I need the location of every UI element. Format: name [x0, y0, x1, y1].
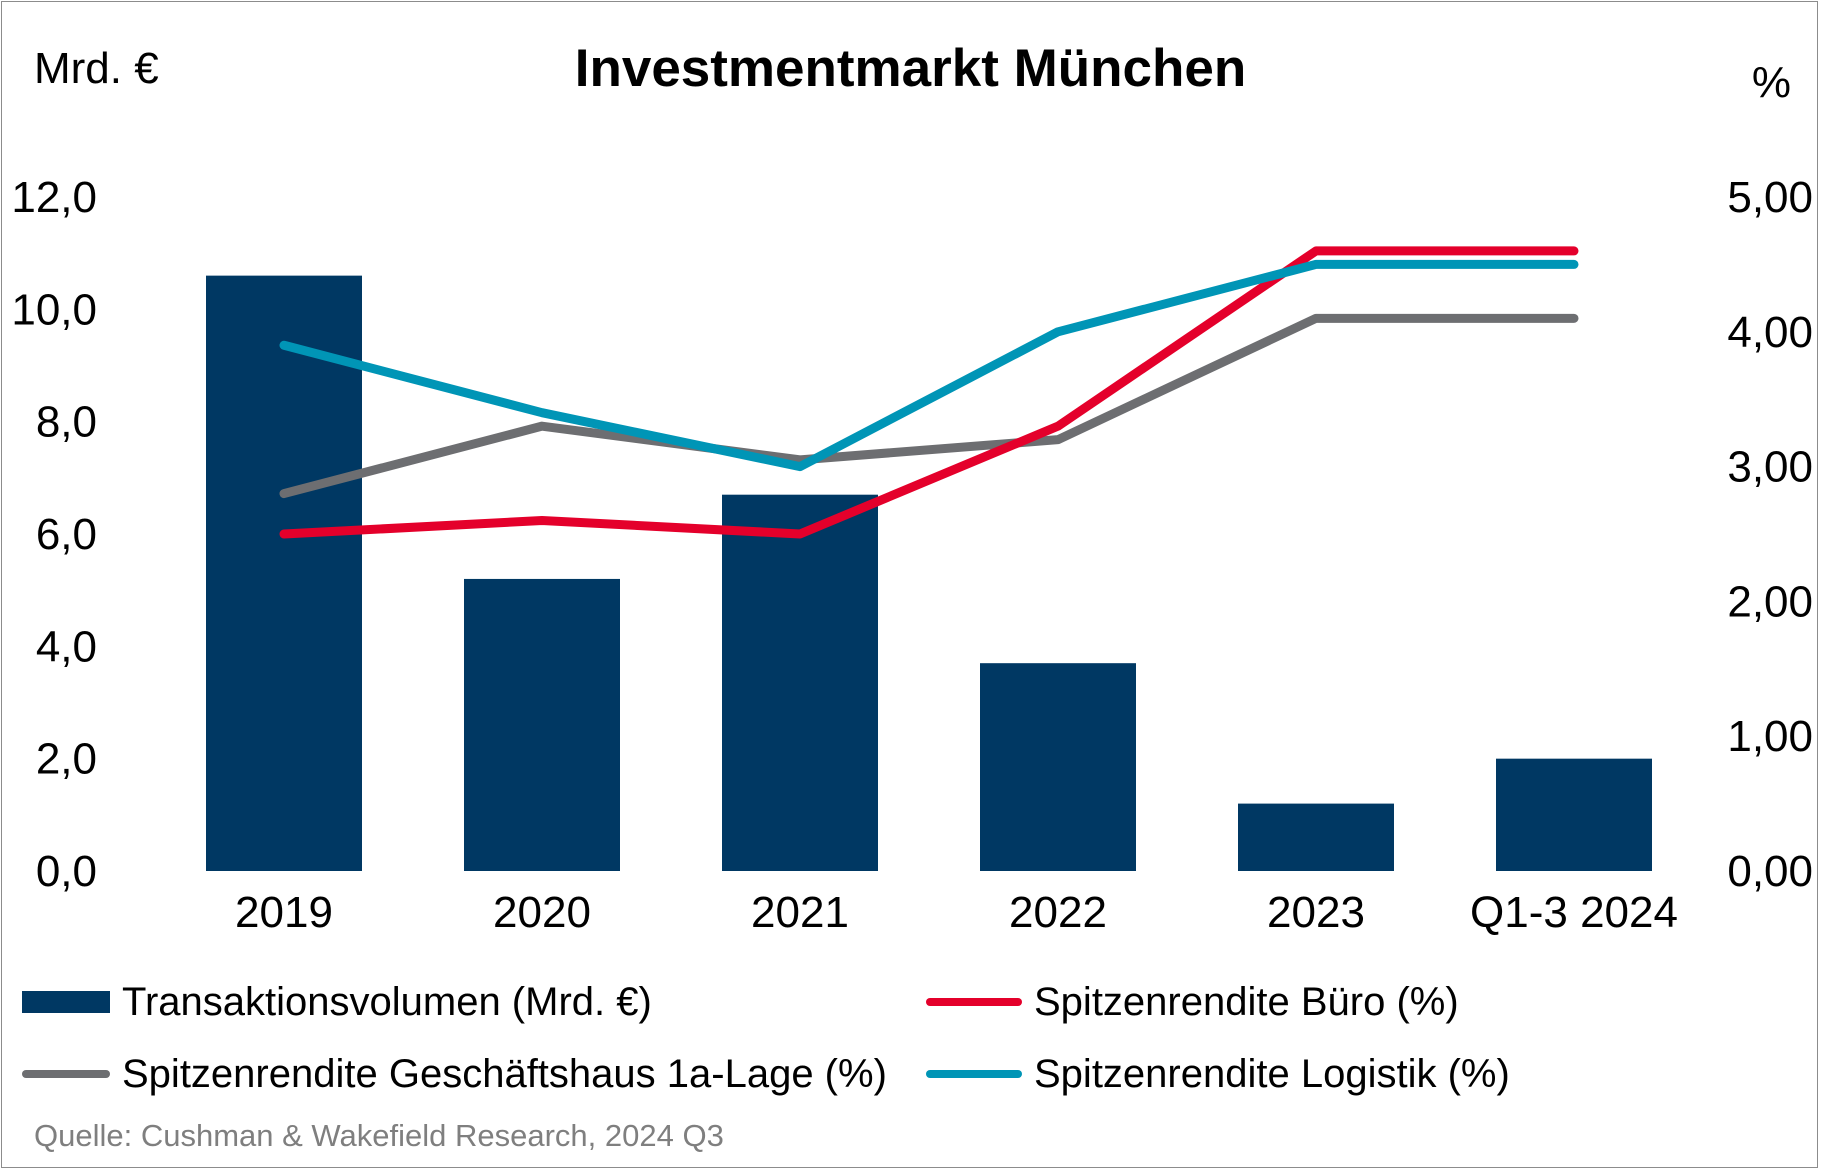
legend-label-office: Spitzenrendite Büro (%)	[1034, 979, 1459, 1024]
source-note: Quelle: Cushman & Wakefield Research, 20…	[34, 1118, 724, 1153]
legend-item-office: Spitzenrendite Büro (%)	[926, 978, 1459, 1025]
x-axis-category-label: 2020	[493, 888, 591, 937]
right-axis-tick-label: 5,00	[1727, 173, 1813, 222]
bar-volume-2022	[980, 663, 1136, 871]
right-axis-unit: %	[1751, 58, 1791, 107]
line-retail	[279, 313, 1579, 499]
left-axis-tick-label: 10,0	[11, 285, 97, 334]
right-axis-tick-label: 0,00	[1727, 847, 1813, 896]
x-axis-category-label: 2021	[751, 888, 849, 937]
legend-label-retail: Spitzenrendite Geschäftshaus 1a-Lage (%)	[122, 1051, 887, 1096]
combo-chart: 0,0 2,0 4,0 6,0 8,0 10,0 12,0 0,00 1,00 2,00 3,00 4…	[11, 173, 1813, 937]
bar-volume-2019	[206, 275, 362, 872]
x-axis-category-label: 2023	[1267, 888, 1365, 937]
legend-item-retail: Spitzenrendite Geschäftshaus 1a-Lage (%)	[22, 1050, 887, 1097]
left-axis-tick-label: 6,0	[36, 510, 97, 559]
left-axis-tick-label: 12,0	[11, 173, 97, 222]
legend-swatch-logistics	[926, 1070, 1022, 1079]
right-axis-tick-label: 4,00	[1727, 308, 1813, 357]
bar-volume-2021	[722, 494, 878, 871]
x-axis-category-label: 2022	[1009, 888, 1107, 937]
legend-item-logistics: Spitzenrendite Logistik (%)	[926, 1050, 1510, 1097]
line-office	[279, 246, 1579, 539]
x-axis-category-label: 2019	[235, 888, 333, 937]
left-axis-tick-label: 8,0	[36, 398, 97, 447]
chart-title: Investmentmarkt München	[574, 39, 1247, 98]
bar-volume-q1-3-2024	[1496, 758, 1652, 871]
right-axis-tick-label: 1,00	[1727, 712, 1813, 761]
bar-volume-2020	[464, 578, 620, 871]
legend-item-volume: Transaktionsvolumen (Mrd. €)	[22, 978, 652, 1025]
left-axis-tick-label: 4,0	[36, 622, 97, 671]
left-axis-unit: Mrd. €	[34, 44, 159, 93]
right-axis-tick-label: 2,00	[1727, 577, 1813, 626]
legend-swatch-volume	[22, 991, 110, 1014]
x-axis-category-label: Q1-3 2024	[1470, 888, 1678, 937]
left-axis-tick-label: 0,0	[36, 847, 97, 896]
right-axis-tick-label: 3,00	[1727, 443, 1813, 492]
legend-label-logistics: Spitzenrendite Logistik (%)	[1034, 1051, 1510, 1096]
bar-volume-2023	[1238, 803, 1394, 871]
legend-swatch-retail	[22, 1070, 110, 1079]
legend-label-volume: Transaktionsvolumen (Mrd. €)	[122, 979, 652, 1024]
line-logistics	[279, 259, 1579, 472]
left-axis-tick-label: 2,0	[36, 735, 97, 784]
legend-swatch-office	[926, 998, 1022, 1007]
